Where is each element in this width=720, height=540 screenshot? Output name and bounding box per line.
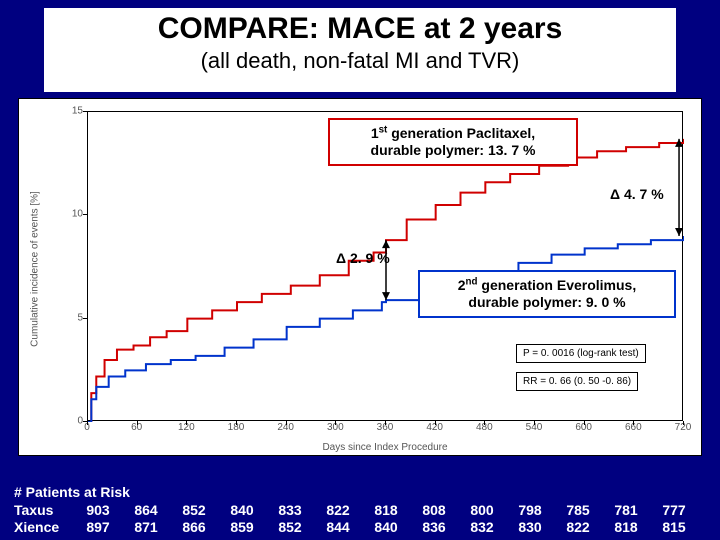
risk-cell: 871 bbox=[122, 519, 170, 535]
y-tick-label: 10 bbox=[61, 209, 83, 220]
risk-cell: 830 bbox=[506, 519, 554, 535]
risk-cell: 777 bbox=[650, 502, 698, 518]
risk-cell: 852 bbox=[266, 519, 314, 535]
y-axis-label: Cumulative incidence of events [%] bbox=[30, 191, 41, 347]
risk-cell: 822 bbox=[314, 502, 362, 518]
risk-cell: 815 bbox=[650, 519, 698, 535]
callout-everolimus-l1: 2nd generation Everolimus, bbox=[458, 277, 636, 293]
risk-cell: 852 bbox=[170, 502, 218, 518]
risk-cell: 798 bbox=[506, 502, 554, 518]
risk-table: # Patients at Risk Taxus9038648528408338… bbox=[14, 484, 706, 536]
risk-cell: 897 bbox=[74, 519, 122, 535]
stat-rr: RR = 0. 66 (0. 50 -0. 86) bbox=[516, 372, 638, 391]
delta-arrow bbox=[675, 139, 683, 236]
risk-cell: 866 bbox=[170, 519, 218, 535]
risk-cell: 864 bbox=[122, 502, 170, 518]
risk-cell: 800 bbox=[458, 502, 506, 518]
risk-cell: 781 bbox=[602, 502, 650, 518]
risk-cell: 903 bbox=[74, 502, 122, 518]
y-tick-label: 15 bbox=[61, 106, 83, 117]
delta-end: Δ 4. 7 % bbox=[610, 186, 664, 202]
chart-panel: Cumulative incidence of events [%] 0 5 10 1… bbox=[18, 98, 702, 456]
risk-row: Taxus90386485284083382281880880079878578… bbox=[14, 502, 706, 518]
risk-cell: 840 bbox=[218, 502, 266, 518]
title-main: COMPARE: MACE at 2 years bbox=[44, 12, 676, 46]
risk-cell: 818 bbox=[602, 519, 650, 535]
plot-area: 1st generation Paclitaxel, durable polym… bbox=[87, 111, 683, 421]
x-axis-label: Days since Index Procedure bbox=[322, 442, 447, 453]
risk-cell: 808 bbox=[410, 502, 458, 518]
callout-paclitaxel-l2: durable polymer: 13. 7 % bbox=[371, 142, 536, 158]
risk-cell: 785 bbox=[554, 502, 602, 518]
callout-everolimus-l2: durable polymer: 9. 0 % bbox=[468, 294, 625, 310]
title-sub: (all death, non-fatal MI and TVR) bbox=[44, 48, 676, 74]
y-tick-label: 0 bbox=[61, 416, 83, 427]
risk-header: # Patients at Risk bbox=[14, 484, 706, 500]
risk-cell: 833 bbox=[266, 502, 314, 518]
callout-paclitaxel: 1st generation Paclitaxel, durable polym… bbox=[328, 118, 578, 166]
risk-cell: 844 bbox=[314, 519, 362, 535]
risk-cell: 832 bbox=[458, 519, 506, 535]
risk-cell: 840 bbox=[362, 519, 410, 535]
delta-mid: Δ 2. 9 % bbox=[336, 250, 390, 266]
risk-row-name: Taxus bbox=[14, 502, 74, 518]
risk-cell: 818 bbox=[362, 502, 410, 518]
callout-everolimus: 2nd generation Everolimus, durable polym… bbox=[418, 270, 676, 318]
y-tick-label: 5 bbox=[61, 312, 83, 323]
risk-row: Xience8978718668598528448408368328308228… bbox=[14, 519, 706, 535]
risk-cell: 836 bbox=[410, 519, 458, 535]
stat-p: P = 0. 0016 (log-rank test) bbox=[516, 344, 646, 363]
risk-cell: 859 bbox=[218, 519, 266, 535]
risk-row-name: Xience bbox=[14, 519, 74, 535]
callout-paclitaxel-l1: 1st generation Paclitaxel, bbox=[371, 125, 535, 141]
risk-cell: 822 bbox=[554, 519, 602, 535]
title-box: COMPARE: MACE at 2 years (all death, non… bbox=[42, 6, 678, 94]
